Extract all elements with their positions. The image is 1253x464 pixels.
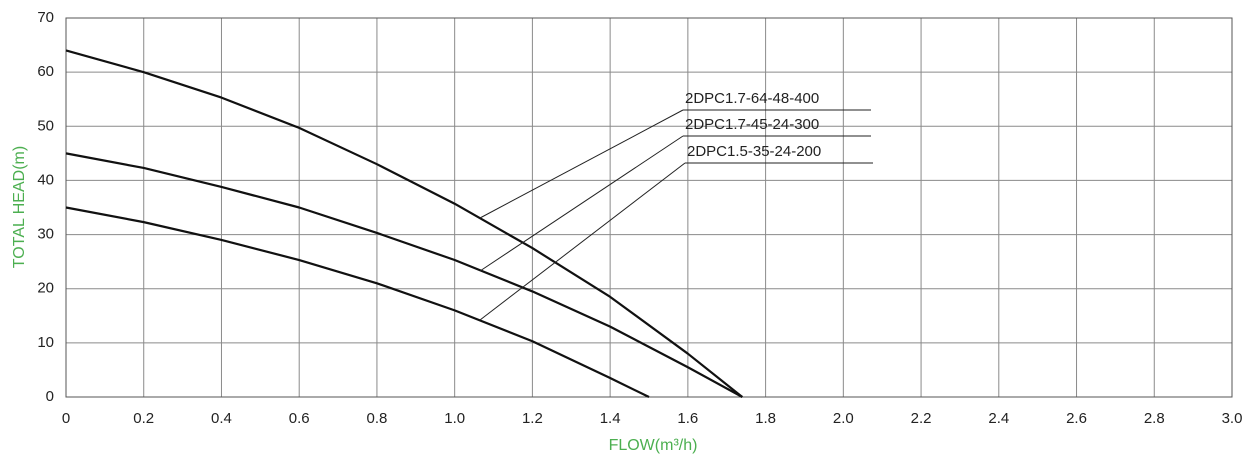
x-axis-title: FLOW(m³/h) [609,437,698,454]
x-tick-label: 1.4 [600,410,621,427]
x-tick-label: 3.0 [1222,410,1243,427]
y-tick-label: 30 [37,226,54,243]
y-tick-label: 0 [46,388,54,405]
callout-leader [479,162,686,321]
y-tick-label: 40 [37,171,54,188]
x-tick-label: 0.6 [289,410,310,427]
x-tick-label: 1.0 [444,410,465,427]
y-tick-label: 20 [37,280,54,297]
series-label: 2DPC1.7-45-24-300 [685,116,819,133]
callout-leader [479,135,684,272]
curve [65,49,743,398]
x-tick-label: 0.4 [211,410,232,427]
x-tick-label: 2.6 [1066,410,1087,427]
x-tick-label: 2.8 [1144,410,1165,427]
series-label: 2DPC1.5-35-24-200 [687,143,821,160]
x-tick-label: 0.8 [367,410,388,427]
y-tick-label: 50 [37,117,54,134]
y-tick-label: 70 [37,9,54,26]
plot-frame [65,17,1233,398]
curve [65,152,743,398]
x-tick-label: 1.6 [677,410,698,427]
callout-leader [479,109,684,219]
series-label: 2DPC1.7-64-48-400 [685,90,819,107]
y-tick-label: 10 [37,334,54,351]
y-axis-title: TOTAL HEAD(m) [11,146,28,268]
x-tick-label: 2.4 [988,410,1009,427]
x-tick-label: 0.2 [133,410,154,427]
curve [65,206,650,398]
x-tick-label: 2.2 [911,410,932,427]
x-tick-label: 1.8 [755,410,776,427]
x-tick-label: 0 [62,410,70,427]
y-tick-label: 60 [37,63,54,80]
x-tick-label: 1.2 [522,410,543,427]
x-tick-label: 2.0 [833,410,854,427]
